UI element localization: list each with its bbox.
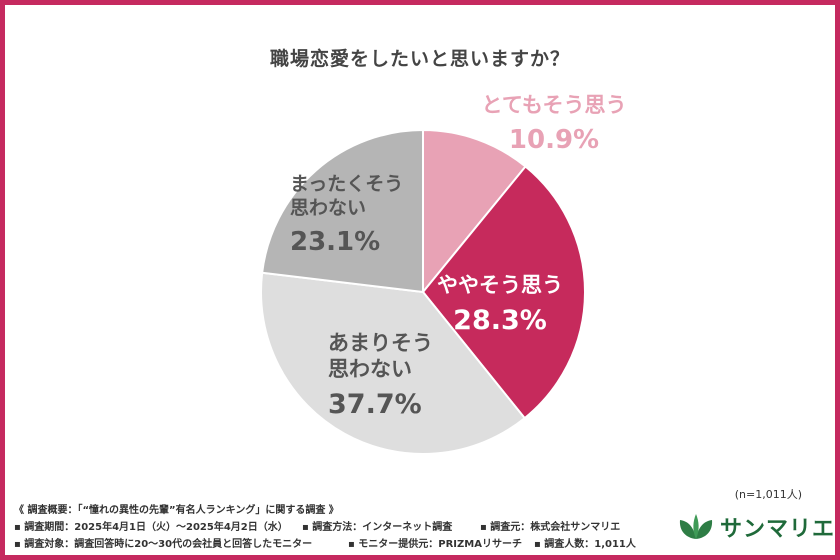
sample-size-note: (n=1,011人) — [734, 488, 802, 501]
slice-label-1: とてもそう思う — [482, 93, 627, 117]
notes-row-1: ▪ 調査期間：2025年4月1日（火）〜2025年4月2日（水） ▪ 調査方法：イ… — [14, 519, 636, 536]
leaf-logo-icon — [679, 514, 713, 539]
survey-count: ▪ 調査人数：1,011人 — [534, 539, 636, 550]
brand-name: サンマリエ — [720, 517, 836, 542]
slice-value-1: 10.9% — [509, 125, 599, 155]
notes-heading: 《 調査概要：「“憧れの異性の先輩”有名人ランキング」に関する調査 》 — [14, 505, 339, 516]
slice-label-4: まったくそう — [290, 173, 403, 195]
pie-labels: とてもそう思う10.9%ややそう思う28.3%あまりそう思わない37.7%まった… — [290, 93, 626, 420]
survey-target: ▪ 調査対象：調査回答時に20〜30代の会社員と回答したモニター — [14, 539, 313, 550]
pie-slice-2 — [421, 165, 586, 420]
survey-source: ▪ 調査元：株式会社サンマリエ — [480, 522, 621, 533]
survey-notes: 《 調査概要：「“憧れの異性の先輩”有名人ランキング」に関する調査 》 ▪ 調査… — [14, 502, 636, 553]
slice-label-4: 思わない — [290, 197, 366, 219]
notes-row-2: ▪ 調査対象：調査回答時に20〜30代の会社員と回答したモニター ▪ モニター提供… — [14, 536, 636, 553]
pie-slice-1 — [422, 128, 527, 295]
survey-period: ▪ 調査期間：2025年4月1日（火）〜2025年4月2日（水） — [14, 522, 288, 533]
slice-label-2: ややそう思う — [437, 273, 563, 297]
brand-logo: サンマリエ — [676, 510, 835, 544]
pie-slices — [260, 128, 586, 455]
slice-value-4: 23.1% — [290, 227, 380, 257]
pie-slice-3 — [260, 271, 527, 455]
slice-value-2: 28.3% — [453, 305, 547, 336]
slice-value-3: 37.7% — [328, 389, 422, 420]
slice-label-3: 思わない — [328, 357, 412, 381]
pie-slice-4 — [261, 128, 424, 294]
survey-provider: ▪ モニター提供元：PRIZMAリサーチ — [348, 539, 522, 550]
slice-label-3: あまりそう — [328, 331, 433, 355]
chart-title: 職場恋愛をしたいと思いますか？ — [269, 48, 570, 70]
survey-method: ▪ 調査方法：インターネット調査 — [302, 522, 453, 533]
